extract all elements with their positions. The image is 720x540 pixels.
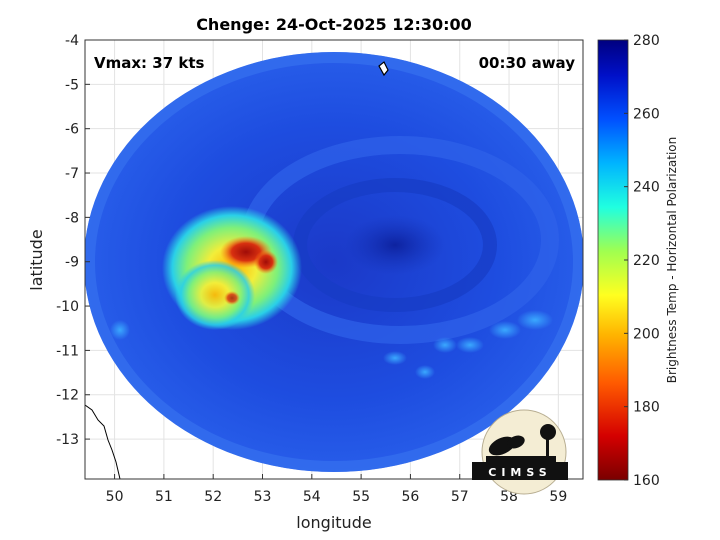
x-tick-label: 55	[352, 489, 370, 505]
y-tick-label: -7	[65, 166, 79, 182]
x-tick-label: 53	[254, 489, 272, 505]
colorbar-tick-label: 280	[633, 33, 660, 49]
colorbar-tick-label: 220	[633, 253, 660, 269]
x-tick-label: 59	[549, 489, 567, 505]
logo-tower-icon	[546, 434, 549, 464]
y-tick-label: -12	[56, 388, 79, 404]
colorbar-tick-label: 180	[633, 400, 660, 416]
cimss-logo: CIMSS	[472, 409, 568, 495]
y-axis-ticks: -4 -5 -6 -7 -8 -9 -10 -11 -12 -13	[56, 33, 90, 448]
colorbar-label: Brightness Temp - Horizontal Polarizatio…	[665, 137, 679, 384]
y-tick-label: -13	[56, 432, 79, 448]
colorbar-tick-label: 260	[633, 106, 660, 122]
colorbar-tick-label: 160	[633, 473, 660, 489]
y-tick-label: -5	[65, 77, 79, 93]
x-tick-label: 56	[402, 489, 420, 505]
y-axis-label: latitude	[27, 229, 46, 290]
brightness-temp-swath	[85, 52, 583, 479]
y-tick-label: -8	[65, 210, 79, 226]
x-tick-label: 51	[155, 489, 173, 505]
y-tick-label: -11	[56, 343, 79, 359]
logo-text: CIMSS	[488, 466, 551, 479]
y-tick-label: -6	[65, 122, 79, 138]
y-tick-label: -10	[56, 299, 79, 315]
colorbar	[597, 39, 629, 481]
vmax-annotation: Vmax: 37 kts	[94, 54, 204, 72]
x-tick-label: 52	[204, 489, 222, 505]
time-away-annotation: 00:30 away	[479, 54, 576, 72]
colorbar-tick-label: 240	[633, 180, 660, 196]
x-tick-label: 54	[303, 489, 321, 505]
x-tick-label: 57	[451, 489, 469, 505]
y-tick-label: -4	[65, 33, 79, 49]
x-axis-label: longitude	[296, 513, 371, 532]
coastline	[85, 404, 121, 479]
chart-title: Chenge: 24-Oct-2025 12:30:00	[196, 15, 472, 34]
colorbar-ticks: 280 260 240 220 200 180 160	[624, 33, 660, 489]
x-tick-label: 50	[106, 489, 124, 505]
y-tick-label: -9	[65, 255, 79, 271]
colorbar-tick-label: 200	[633, 326, 660, 342]
